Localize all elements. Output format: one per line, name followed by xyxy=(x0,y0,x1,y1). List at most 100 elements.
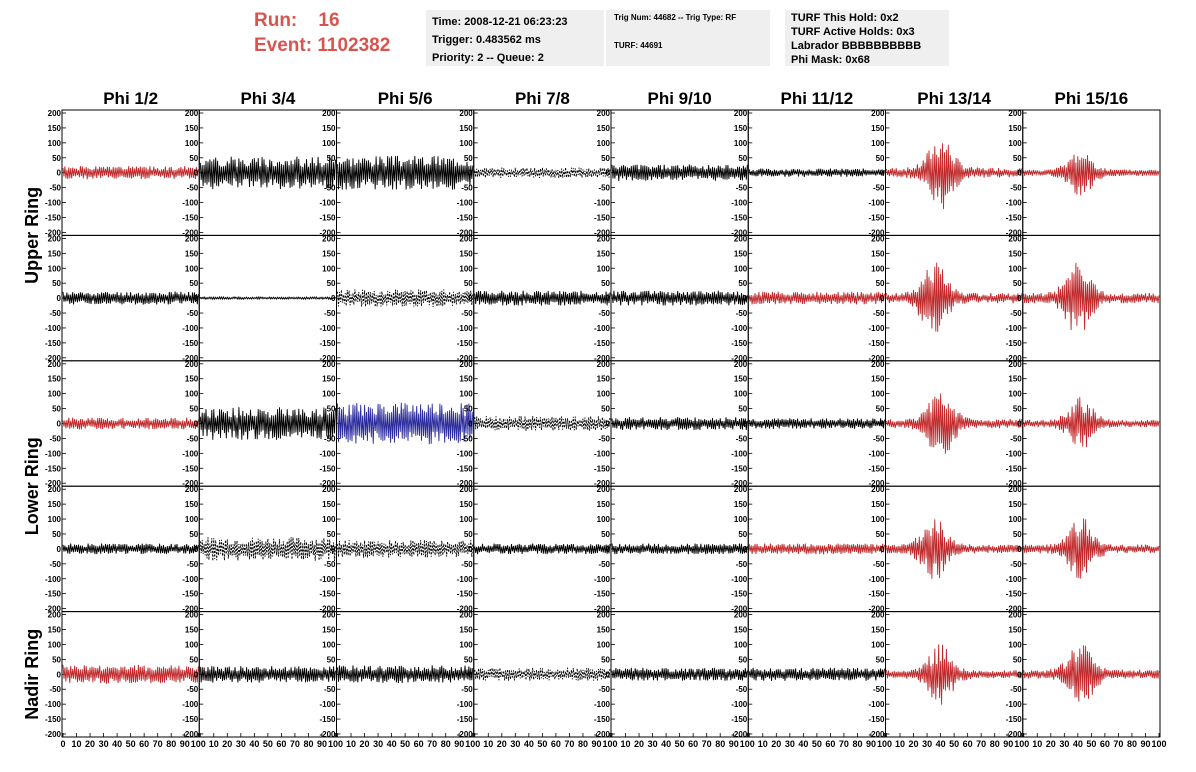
y-tick-label: -200 xyxy=(731,354,748,363)
y-tick-label: -200 xyxy=(731,605,748,614)
y-tick-label: 100 xyxy=(48,264,62,273)
y-tick-label: -50 xyxy=(324,184,336,193)
waveform-panel: 200 150 100 50 0 -50 -100 -150 -200 xyxy=(731,485,886,614)
x-tick-label: 50 xyxy=(675,739,685,749)
waveform-panel: 200 150 100 50 0 -50 -100 -150 -200 xyxy=(594,109,749,237)
y-tick-label: -200 xyxy=(319,228,336,237)
y-tick-label: 0 xyxy=(194,294,199,303)
y-tick-label: 0 xyxy=(880,670,885,679)
y-tick-label: -50 xyxy=(324,434,336,443)
y-tick-label: -200 xyxy=(594,605,611,614)
y-tick-label: 200 xyxy=(1008,360,1022,369)
y-tick-label: 200 xyxy=(871,234,885,243)
y-tick-label: 50 xyxy=(52,405,61,414)
trig-num-text: Trig Num: 44682 -- Trig Type: RF xyxy=(614,13,737,22)
y-tick-label: 150 xyxy=(1008,124,1022,133)
y-tick-label: 0 xyxy=(606,294,611,303)
x-tick-label: 60 xyxy=(1100,739,1110,749)
y-tick-label: 200 xyxy=(48,611,62,620)
y-tick-label: 50 xyxy=(738,279,747,288)
y-tick-label: 200 xyxy=(459,485,473,494)
y-tick-label: 100 xyxy=(734,515,748,524)
y-tick-label: 150 xyxy=(734,626,748,635)
x-tick-label: 40 xyxy=(936,739,946,749)
waveform-panel: 200 150 100 50 0 -50 -100 -150 -200 xyxy=(182,360,337,488)
y-tick-label: 50 xyxy=(1013,530,1022,539)
waveform-panel: 200 150 100 50 0 -50 -100 -150 -200 xyxy=(868,360,1024,488)
y-tick-label: 0 xyxy=(194,420,199,429)
y-tick-label: 100 xyxy=(871,640,885,649)
waveform-trace xyxy=(1023,645,1160,702)
y-tick-label: -200 xyxy=(182,354,199,363)
y-tick-label: -200 xyxy=(594,479,611,488)
y-tick-label: 50 xyxy=(52,530,61,539)
y-tick-label: 100 xyxy=(597,640,611,649)
y-tick-label: -150 xyxy=(731,715,748,724)
x-tick-label: 20 xyxy=(222,739,232,749)
x-tick-label: 20 xyxy=(1046,739,1056,749)
y-tick-label: -150 xyxy=(182,213,199,222)
y-tick-label: 150 xyxy=(871,500,885,509)
waveform-trace xyxy=(1023,518,1160,579)
y-tick-label: -100 xyxy=(457,700,474,709)
y-tick-label: 200 xyxy=(185,109,199,118)
y-tick-label: 50 xyxy=(601,154,610,163)
labrador-text: Labrador BBBBBBBBBB xyxy=(791,40,922,52)
y-tick-label: 100 xyxy=(734,264,748,273)
x-tick-label: 30 xyxy=(648,739,658,749)
y-tick-label: -100 xyxy=(319,700,336,709)
x-tick-label: 80 xyxy=(990,739,1000,749)
y-tick-label: -100 xyxy=(182,324,199,333)
x-tick-label: 20 xyxy=(85,739,95,749)
waveform-panel: 200 150 100 50 0 -50 -100 -150 -200 xyxy=(319,234,475,363)
y-tick-label: -50 xyxy=(873,184,885,193)
y-tick-label: -100 xyxy=(731,575,748,584)
x-tick-label: 80 xyxy=(303,739,313,749)
y-tick-label: -150 xyxy=(319,590,336,599)
x-tick-label: 30 xyxy=(1059,739,1069,749)
y-tick-label: -50 xyxy=(187,560,199,569)
y-tick-label: 200 xyxy=(322,109,336,118)
y-tick-label: 0 xyxy=(331,545,336,554)
y-tick-label: 200 xyxy=(185,611,199,620)
x-tick-label: 90 xyxy=(866,739,876,749)
y-tick-label: -200 xyxy=(868,228,885,237)
x-tick-label: 20 xyxy=(360,739,370,749)
x-tick-label: 10 xyxy=(1032,739,1042,749)
y-tick-label: 150 xyxy=(734,124,748,133)
waveform-panel: 200 150 100 50 0 -50 -100 -150 -200 xyxy=(182,109,337,237)
x-tick-label: 70 xyxy=(1113,739,1123,749)
y-tick-label: 0 xyxy=(606,420,611,429)
x-tick-label: 100 xyxy=(602,739,617,749)
y-tick-label: -100 xyxy=(594,449,611,458)
waveform-panel: 200 150 100 50 0 -50 -100 -150 -200 xyxy=(319,360,475,488)
y-tick-label: -200 xyxy=(1006,605,1023,614)
y-tick-label: 0 xyxy=(331,294,336,303)
waveform-trace xyxy=(886,644,1023,705)
x-tick-label: 0 xyxy=(60,739,65,749)
y-tick-label: -100 xyxy=(45,449,62,458)
y-tick-label: 50 xyxy=(52,154,61,163)
waveform-trace xyxy=(474,543,611,555)
y-tick-label: -150 xyxy=(594,464,611,473)
y-tick-label: 100 xyxy=(322,139,336,148)
y-tick-label: 100 xyxy=(322,264,336,273)
waveform-panel: 200 150 100 50 0 -50 -100 -150 -200 xyxy=(182,234,337,363)
x-tick-label: 70 xyxy=(976,739,986,749)
y-tick-label: 50 xyxy=(464,405,473,414)
y-tick-label: 200 xyxy=(597,485,611,494)
x-tick-label: 80 xyxy=(441,739,451,749)
x-tick-label: 40 xyxy=(387,739,397,749)
y-tick-label: 200 xyxy=(871,485,885,494)
y-tick-label: -200 xyxy=(594,228,611,237)
waveform-panel: 200 150 100 50 0 -50 -100 -150 -200 xyxy=(319,109,475,237)
waveform-panel: 200 150 100 50 0 -50 -100 -150 -200 xyxy=(319,485,475,614)
y-tick-label: -150 xyxy=(45,213,62,222)
y-tick-label: -200 xyxy=(1006,730,1023,739)
y-tick-label: 50 xyxy=(189,279,198,288)
y-tick-label: -200 xyxy=(319,479,336,488)
y-tick-label: 100 xyxy=(871,515,885,524)
y-tick-label: 0 xyxy=(194,545,199,554)
y-tick-label: -150 xyxy=(182,590,199,599)
